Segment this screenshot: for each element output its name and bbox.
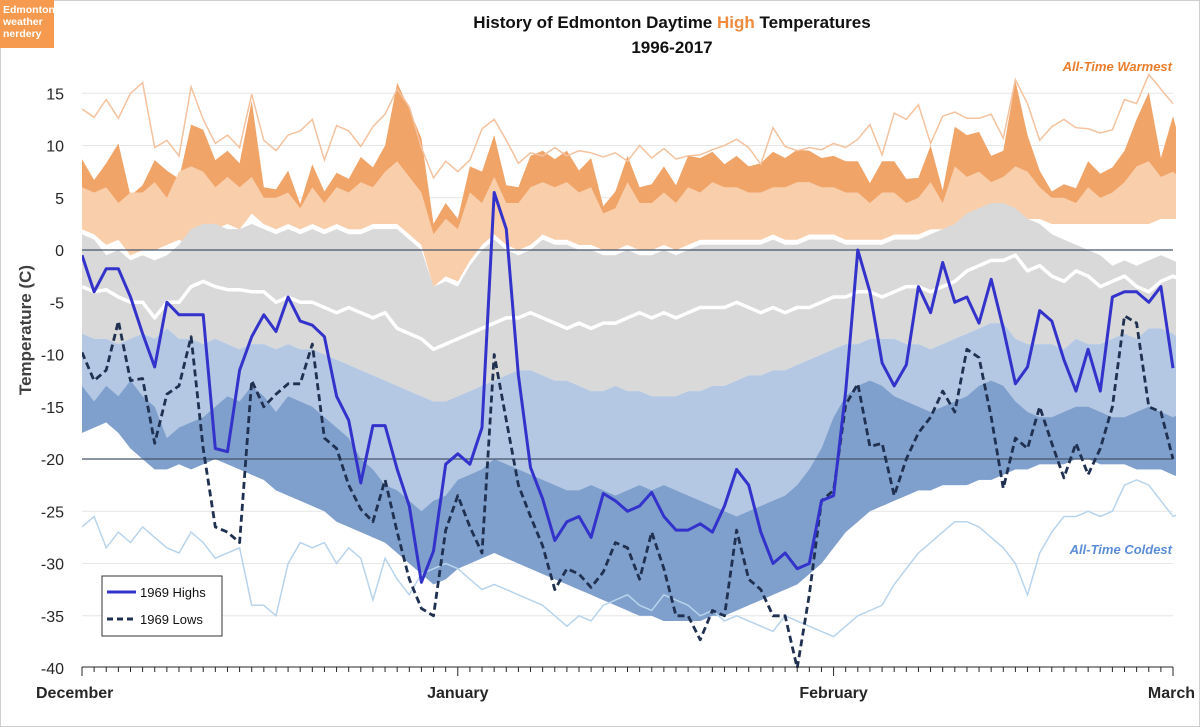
y-tick-label--25: -25	[41, 504, 64, 521]
annotation-all-time-warmest: All-Time Warmest	[1062, 59, 1173, 74]
y-tick-label--15: -15	[41, 400, 64, 417]
y-tick-label--35: -35	[41, 609, 64, 626]
legend: 1969 Highs 1969 Lows	[101, 575, 223, 637]
month-label-february: February	[799, 685, 868, 702]
record-high-band	[82, 80, 1176, 287]
lows-1969-line	[82, 314, 1175, 668]
badge-line-2: weather	[3, 16, 43, 28]
reference-lines	[82, 249, 1173, 460]
annotation-all-time-coldest: All-Time Coldest	[1069, 542, 1173, 557]
y-tick-label-0: 0	[55, 243, 64, 260]
badge-line-3: nerdery	[3, 28, 42, 40]
legend-highs-label: 1969 Highs	[140, 585, 206, 600]
series-lines	[82, 72, 1176, 668]
chart-title: History of Edmonton Daytime High Tempera…	[473, 13, 870, 32]
upper-normal-band	[82, 161, 1176, 287]
record-low-band	[82, 380, 1176, 621]
y-tick-label--40: -40	[41, 661, 64, 678]
average-high-line	[82, 253, 1176, 352]
y-tick-label-10: 10	[46, 139, 64, 156]
legend-lows-label: 1969 Lows	[140, 612, 203, 627]
month-label-january: January	[427, 685, 488, 702]
y-tick-label--10: -10	[41, 348, 64, 365]
y-tick-label--5: -5	[50, 295, 64, 312]
chart-subtitle: 1996-2017	[631, 38, 712, 57]
badge-line-1: Edmonton	[3, 4, 55, 16]
y-axis: 15 10 5 0 -5 -10 -15 -20 -25 -30 -35 -40	[41, 86, 64, 678]
highs-1969-line	[82, 191, 1175, 584]
all-time-coldest-line	[82, 479, 1176, 638]
title-highlight: High	[717, 13, 755, 32]
edmonton-weather-nerdery-badge: Edmonton weather nerdery	[0, 0, 55, 48]
title-prefix: History of Edmonton Daytime	[473, 13, 712, 32]
y-tick-label-15: 15	[46, 86, 64, 103]
legend-box	[101, 575, 223, 637]
title-suffix: Temperatures	[760, 13, 871, 32]
y-tick-label--30: -30	[41, 557, 64, 574]
all-time-warmest-line	[82, 72, 1174, 180]
month-label-december: December	[36, 685, 113, 702]
temperature-bands	[82, 80, 1176, 621]
y-tick-label--20: -20	[41, 452, 64, 469]
y-axis-label: Temperature (C)	[16, 265, 35, 395]
month-label-march: March	[1148, 685, 1195, 702]
normal-range-band	[82, 203, 1176, 402]
x-axis: December January February March	[36, 666, 1195, 702]
lower-normal-band	[82, 323, 1176, 621]
y-tick-label-5: 5	[55, 191, 64, 208]
